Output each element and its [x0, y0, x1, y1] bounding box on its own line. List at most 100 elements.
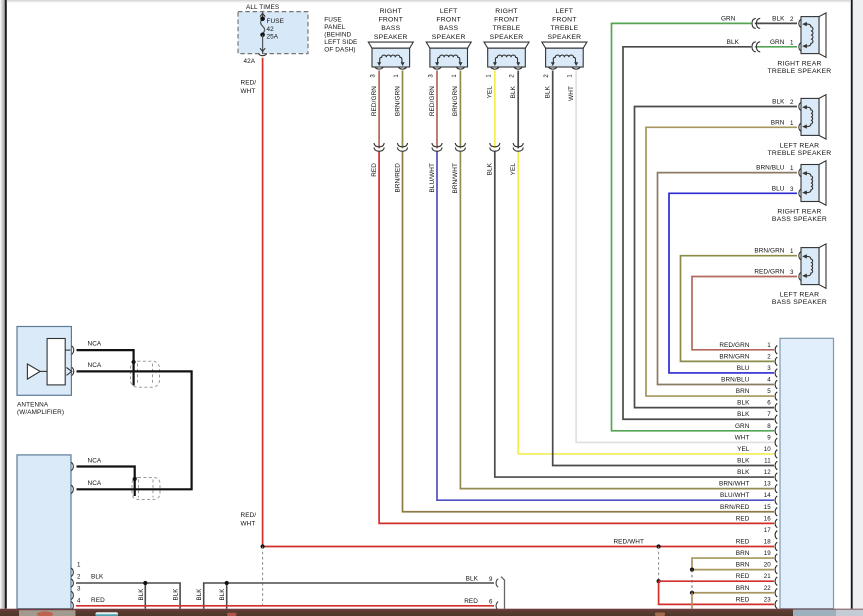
svg-text:RED: RED [736, 515, 750, 522]
svg-text:BRN: BRN [771, 119, 785, 126]
svg-text:BRN/GRN: BRN/GRN [394, 86, 401, 116]
svg-text:BLK: BLK [727, 39, 740, 46]
svg-text:BLK: BLK [91, 574, 104, 581]
svg-text:WHT: WHT [735, 434, 750, 441]
svg-text:BLK: BLK [138, 588, 145, 601]
svg-text:4: 4 [77, 598, 81, 605]
svg-text:TREBLE SPEAKER: TREBLE SPEAKER [768, 68, 832, 75]
svg-text:BRN: BRN [736, 388, 750, 395]
svg-text:BLK: BLK [772, 15, 785, 22]
svg-text:WHT: WHT [241, 521, 256, 528]
svg-text:FUSE: FUSE [324, 17, 341, 24]
svg-text:YEL: YEL [737, 446, 750, 453]
svg-text:8: 8 [767, 423, 771, 430]
svg-text:ALL TIMES: ALL TIMES [246, 4, 279, 11]
svg-text:BLU: BLU [737, 365, 750, 372]
svg-text:YEL: YEL [510, 163, 517, 176]
svg-text:2: 2 [790, 16, 794, 23]
svg-text:BRN/WHT: BRN/WHT [719, 481, 750, 488]
svg-text:23: 23 [764, 596, 772, 603]
svg-text:6: 6 [767, 400, 771, 407]
svg-text:RIGHT: RIGHT [495, 8, 517, 15]
svg-text:(W/AMPLIFIER): (W/AMPLIFIER) [17, 409, 64, 416]
svg-text:6: 6 [489, 598, 493, 605]
svg-text:RED/GRN: RED/GRN [429, 86, 436, 116]
svg-text:10: 10 [764, 446, 772, 453]
svg-text:LEFT: LEFT [556, 8, 574, 15]
svg-text:BRN/GRN: BRN/GRN [754, 248, 784, 255]
svg-text:1: 1 [394, 74, 400, 78]
svg-text:16: 16 [764, 515, 772, 522]
svg-text:BLK: BLK [466, 576, 479, 583]
svg-text:RIGHT REAR: RIGHT REAR [777, 61, 821, 68]
svg-text:BLK: BLK [737, 411, 750, 418]
svg-text:20: 20 [764, 562, 772, 569]
svg-text:FUSE: FUSE [267, 18, 284, 25]
svg-text:BLK: BLK [737, 458, 750, 465]
svg-text:RIGHT REAR: RIGHT REAR [777, 209, 821, 216]
svg-text:2: 2 [544, 74, 550, 78]
svg-text:OF DASH): OF DASH) [324, 47, 355, 54]
svg-text:FRONT: FRONT [436, 17, 461, 24]
svg-text:FRONT: FRONT [494, 17, 519, 24]
svg-text:BASS SPEAKER: BASS SPEAKER [772, 216, 827, 223]
svg-text:1: 1 [790, 120, 794, 127]
svg-text:FRONT: FRONT [552, 17, 577, 24]
svg-text:25A: 25A [267, 34, 279, 41]
svg-text:BLK: BLK [173, 588, 180, 601]
svg-text:BLU: BLU [772, 185, 785, 192]
svg-text:2: 2 [77, 574, 81, 581]
svg-text:WHT: WHT [241, 88, 256, 95]
svg-text:2: 2 [767, 353, 771, 360]
svg-text:BRN/BLU: BRN/BLU [756, 165, 785, 172]
svg-text:BASS: BASS [439, 25, 458, 32]
svg-text:BRN/RED: BRN/RED [720, 504, 750, 511]
svg-text:LEFT: LEFT [440, 8, 458, 15]
svg-text:LEFT REAR: LEFT REAR [780, 142, 820, 149]
svg-text:17: 17 [764, 527, 772, 534]
svg-text:SPEAKER: SPEAKER [432, 34, 466, 41]
svg-text:RED: RED [464, 598, 478, 605]
svg-text:7: 7 [767, 411, 771, 418]
svg-text:1: 1 [486, 74, 492, 78]
svg-text:21: 21 [764, 573, 772, 580]
svg-text:NCA: NCA [88, 340, 102, 347]
svg-text:NCA: NCA [88, 457, 102, 464]
svg-text:5: 5 [767, 388, 771, 395]
svg-text:BRN/GRN: BRN/GRN [719, 353, 749, 360]
svg-text:RED/: RED/ [241, 512, 257, 519]
svg-text:TREBLE SPEAKER: TREBLE SPEAKER [768, 150, 832, 157]
svg-text:BLK: BLK [737, 469, 750, 476]
svg-text:NCA: NCA [88, 480, 102, 487]
svg-text:BLU/WHT: BLU/WHT [720, 492, 749, 499]
svg-text:YEL: YEL [487, 86, 494, 99]
svg-text:BLK: BLK [219, 588, 226, 601]
svg-text:1: 1 [568, 74, 574, 78]
svg-text:BLK: BLK [737, 400, 750, 407]
svg-text:13: 13 [764, 481, 772, 488]
svg-text:WHT: WHT [568, 86, 575, 101]
svg-text:RED/GRN: RED/GRN [371, 86, 378, 116]
svg-text:BASS: BASS [381, 25, 400, 32]
svg-text:BRN/BLU: BRN/BLU [721, 377, 750, 384]
svg-text:12: 12 [764, 469, 772, 476]
svg-text:14: 14 [764, 492, 772, 499]
svg-text:SPEAKER: SPEAKER [490, 34, 524, 41]
svg-text:1: 1 [790, 248, 794, 255]
svg-text:BRN: BRN [736, 550, 750, 557]
svg-text:SPEAKER: SPEAKER [374, 34, 408, 41]
svg-text:TREBLE: TREBLE [493, 25, 521, 32]
svg-text:15: 15 [764, 504, 772, 511]
svg-text:3: 3 [371, 74, 377, 78]
svg-text:RED: RED [371, 163, 378, 177]
svg-text:FRONT: FRONT [378, 17, 403, 24]
svg-text:BLK: BLK [196, 588, 203, 601]
svg-text:GRN: GRN [770, 39, 785, 46]
svg-text:BLK: BLK [772, 99, 785, 106]
svg-text:GRN: GRN [721, 15, 736, 22]
svg-text:3: 3 [790, 269, 794, 276]
svg-text:1: 1 [767, 342, 771, 349]
svg-text:3: 3 [77, 586, 81, 593]
svg-text:NCA: NCA [88, 362, 102, 369]
svg-text:42: 42 [267, 26, 275, 33]
